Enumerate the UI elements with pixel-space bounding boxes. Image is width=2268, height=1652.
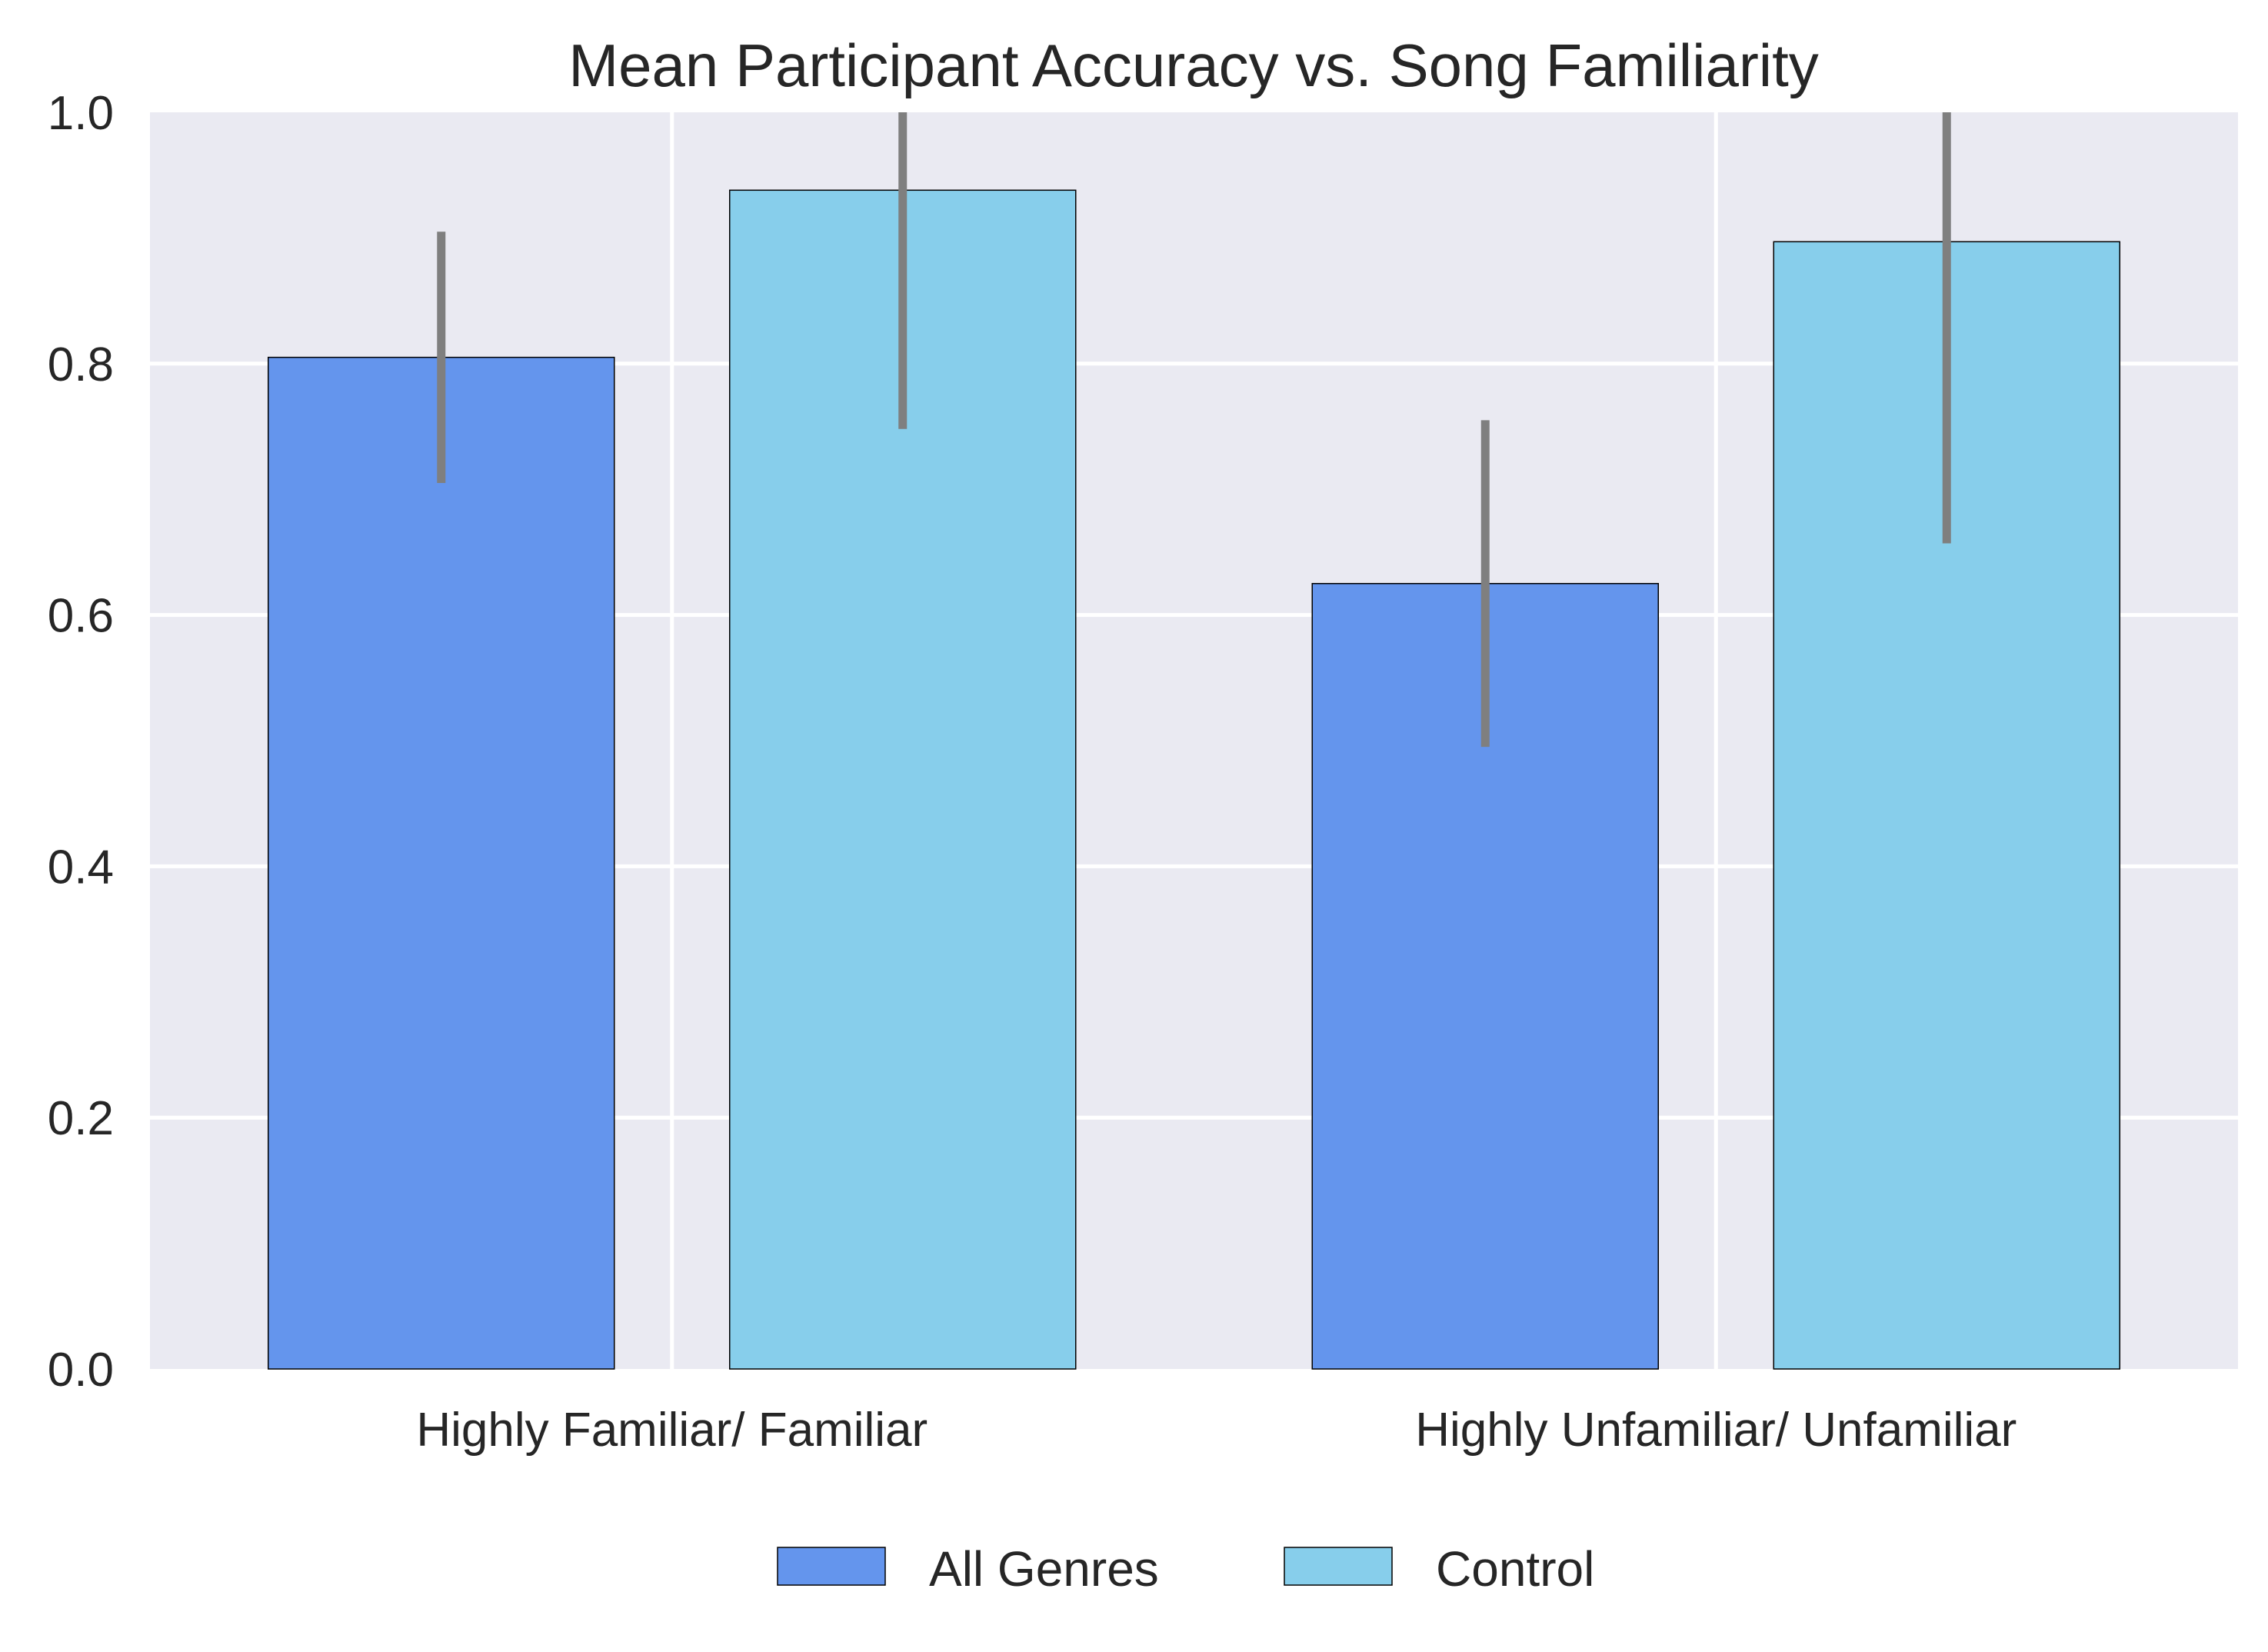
- legend: All Genres Control: [777, 1541, 1594, 1597]
- y-tick-label: 0.0: [48, 1344, 114, 1397]
- y-tick-label: 1.0: [48, 87, 114, 140]
- y-tick-label: 0.6: [48, 590, 114, 643]
- y-tick-label: 0.2: [48, 1092, 114, 1145]
- legend-swatch-control: [1284, 1547, 1393, 1586]
- legend-swatch-all-genres: [777, 1547, 886, 1586]
- legend-label-all-genres: All Genres: [929, 1541, 1159, 1597]
- error-bars-layer: [437, 112, 1951, 748]
- y-axis-ticks: 0.0 0.2 0.4 0.6 0.8 1.0: [48, 87, 114, 1397]
- x-tick-label: Highly Unfamiliar/ Unfamiliar: [1415, 1404, 2017, 1457]
- bar-all-genres-highly-familiar-familiar: [268, 356, 615, 1370]
- y-tick-label: 0.8: [48, 338, 114, 391]
- legend-label-control: Control: [1436, 1541, 1594, 1597]
- x-axis-ticks: Highly Familiar/ Familiar Highly Unfamili…: [416, 1404, 2017, 1457]
- x-tick-label: Highly Familiar/ Familiar: [416, 1404, 928, 1457]
- chart-title: Mean Participant Accuracy vs. Song Famil…: [568, 32, 1819, 99]
- y-tick-label: 0.4: [48, 841, 114, 894]
